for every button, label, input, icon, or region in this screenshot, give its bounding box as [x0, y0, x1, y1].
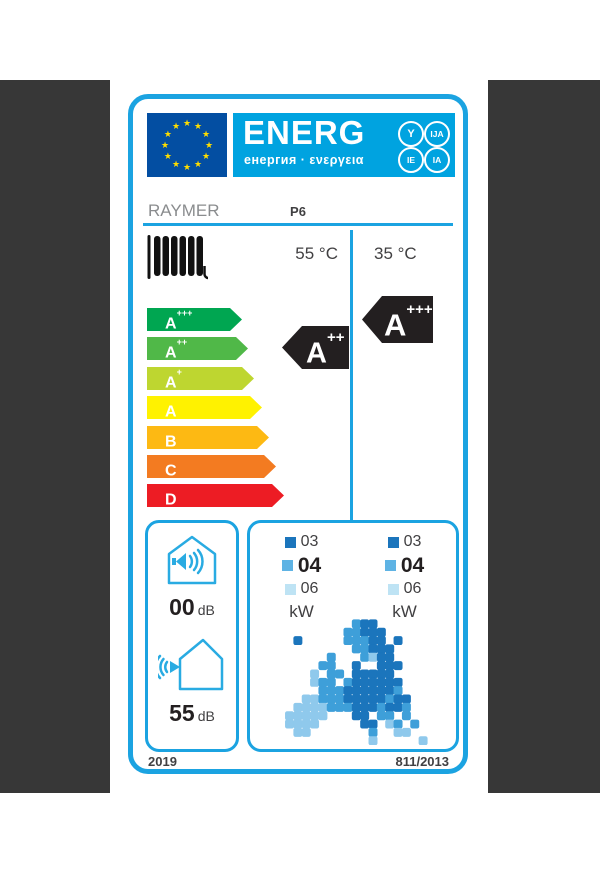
temperature-35c: 35 °C	[374, 244, 417, 263]
scale-arrow-c: C	[147, 455, 276, 478]
eu-star-icon: ★	[193, 120, 203, 131]
eu-star-icon: ★	[160, 140, 170, 150]
power-column-35c: 03 04 06 kW	[353, 531, 456, 622]
scale-arrow-d: D	[147, 484, 284, 507]
eu-star-icon: ★	[193, 159, 203, 170]
scale-arrow-a-plus: A+	[147, 367, 254, 390]
outdoor-noise-icon	[154, 638, 224, 691]
outdoor-noise-value: 55 dB	[169, 700, 215, 726]
energ-circle-ie: IE	[398, 147, 424, 173]
power-column-55c: 03 04 06 kW	[250, 531, 353, 622]
eu-star-icon: ★	[204, 140, 214, 150]
power-swatch-dark	[284, 536, 296, 548]
eu-star-icon: ★	[163, 129, 172, 139]
supplier-name: RAYMER	[148, 201, 220, 220]
power-swatch-pale	[284, 583, 296, 595]
eu-star-icon: ★	[182, 162, 192, 172]
energ-language-circles: Y IJA IE IA	[398, 121, 450, 173]
left-dark-panel	[0, 80, 110, 793]
eu-star-icon: ★	[163, 151, 172, 161]
power-swatch-pale	[387, 583, 399, 595]
power-unit: kW	[392, 602, 417, 621]
scale-arrow-a: A	[147, 396, 262, 419]
sound-power-box: 00 dB 55 dB	[145, 520, 239, 752]
energy-label: ★ ★ ★ ★ ★ ★ ★ ★ ★ ★ ★ ★ ENERG енергия · ενεργεια Y …	[128, 94, 468, 774]
eu-flag: ★ ★ ★ ★ ★ ★ ★ ★ ★ ★ ★ ★	[147, 113, 227, 177]
eu-star-icon: ★	[171, 120, 181, 131]
energ-circle-y: Y	[398, 121, 424, 147]
scale-arrow-b: B	[147, 426, 269, 449]
eu-star-icon: ★	[202, 129, 211, 139]
energ-circle-ia: IA	[424, 147, 450, 173]
regulation-number: 811/2013	[395, 754, 449, 769]
temperature-55c: 55 °C	[295, 244, 338, 263]
rating-arrow-55c: A++	[282, 326, 349, 369]
energ-circle-ija: IJA	[424, 121, 450, 147]
energ-subtitle: енергия · ενεργεια	[244, 153, 364, 167]
indoor-noise-value: 00 dB	[169, 594, 215, 620]
eu-star-icon: ★	[171, 159, 181, 170]
right-dark-panel	[488, 80, 600, 793]
scale-arrow-a-plus-plus-plus: A+++	[147, 308, 242, 331]
energ-title: ENERG	[243, 114, 366, 151]
column-divider-line	[350, 230, 353, 616]
brand-divider-line	[143, 223, 453, 226]
europe-map	[285, 619, 428, 746]
indoor-noise-icon	[167, 535, 217, 585]
eu-star-icon: ★	[182, 118, 192, 128]
rated-power-box: 03 04 06 kW 03 04 06 kW	[247, 520, 459, 752]
model-identifier: P6	[290, 204, 306, 219]
eu-star-icon: ★	[202, 151, 211, 161]
radiator-icon	[147, 235, 208, 280]
power-swatch-mid	[384, 560, 396, 571]
scale-arrow-a-plus-plus: A++	[147, 337, 248, 360]
energ-logo-band: ENERG енергия · ενεργεια Y IJA IE IA	[233, 113, 455, 177]
label-year: 2019	[148, 754, 177, 769]
power-swatch-dark	[387, 536, 399, 548]
power-unit: kW	[289, 602, 314, 621]
rating-arrow-35c: A+++	[362, 296, 433, 343]
power-swatch-mid	[281, 560, 293, 571]
